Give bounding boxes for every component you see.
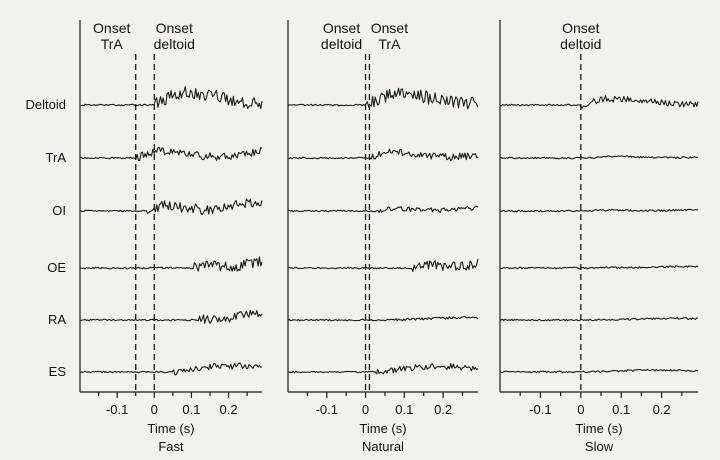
onset-label: Onset deltoid xyxy=(560,20,601,52)
onset-label: Onset deltoid xyxy=(321,20,362,52)
muscle-label-deltoid: Deltoid xyxy=(26,97,66,112)
onset-label-line: Onset xyxy=(371,20,408,36)
onset-label-line: TrA xyxy=(378,36,401,52)
emg-trace-es xyxy=(499,368,699,374)
x-axis-title: Time (s) xyxy=(359,421,406,436)
emg-trace-ra xyxy=(80,309,263,324)
x-tick-label: -0.1 xyxy=(106,402,128,417)
x-tick-label: 0.2 xyxy=(220,402,238,417)
emg-trace-oe xyxy=(287,258,479,273)
condition-label: Fast xyxy=(158,439,184,454)
emg-trace-es xyxy=(287,363,479,375)
emg-trace-deltoid xyxy=(80,86,263,110)
emg-trace-oi xyxy=(499,208,699,213)
onset-label-line: TrA xyxy=(101,36,124,52)
x-tick-label: 0.2 xyxy=(434,402,452,417)
emg-trace-tra xyxy=(79,146,263,162)
panel-slow: -0.1 0 0.1 0.2 Time (s) Slow Onset deltoid xyxy=(499,20,699,454)
onset-label-line: deltoid xyxy=(154,36,195,52)
onset-label: Onset TrA xyxy=(371,20,408,52)
muscle-label-oi: OI xyxy=(52,203,66,218)
emg-trace-oe xyxy=(79,256,263,272)
x-tick-label: -0.1 xyxy=(316,402,338,417)
muscle-label-ra: RA xyxy=(48,312,66,327)
emg-trace-tra xyxy=(499,155,698,160)
emg-trace-deltoid xyxy=(500,95,699,109)
onset-label-line: Onset xyxy=(156,20,193,36)
onset-label: Onset TrA xyxy=(93,20,130,52)
onset-label-line: deltoid xyxy=(321,36,362,52)
onset-label-line: deltoid xyxy=(560,36,601,52)
condition-label: Natural xyxy=(362,439,404,454)
emg-trace-es xyxy=(79,362,263,376)
condition-label: Slow xyxy=(585,439,614,454)
emg-trace-ra xyxy=(287,316,479,322)
x-tick-label: 0.1 xyxy=(395,402,413,417)
x-axis-title: Time (s) xyxy=(575,421,622,436)
x-tick-label: 0.1 xyxy=(182,402,200,417)
emg-trace-oe xyxy=(499,265,699,270)
x-tick-label: 0.2 xyxy=(653,402,671,417)
x-tick-label: 0 xyxy=(362,402,369,417)
emg-trace-oi xyxy=(79,198,263,216)
x-axis-title: Time (s) xyxy=(147,421,194,436)
x-tick-label: 0 xyxy=(577,402,584,417)
x-tick-label: 0 xyxy=(151,402,158,417)
emg-trace-oi xyxy=(287,205,479,213)
onset-label-line: Onset xyxy=(562,20,599,36)
x-tick-label: 0.1 xyxy=(612,402,630,417)
emg-trace-deltoid xyxy=(287,87,479,110)
x-tick-label: -0.1 xyxy=(529,402,551,417)
onset-label: Onset deltoid xyxy=(154,20,195,52)
onset-label-line: Onset xyxy=(323,20,360,36)
emg-trace-ra xyxy=(499,316,699,322)
onset-label-line: Onset xyxy=(93,20,130,36)
muscle-label-es: ES xyxy=(49,364,67,379)
muscle-label-oe: OE xyxy=(47,260,66,275)
emg-trace-tra xyxy=(287,148,479,162)
muscle-label-tra: TrA xyxy=(46,150,67,165)
